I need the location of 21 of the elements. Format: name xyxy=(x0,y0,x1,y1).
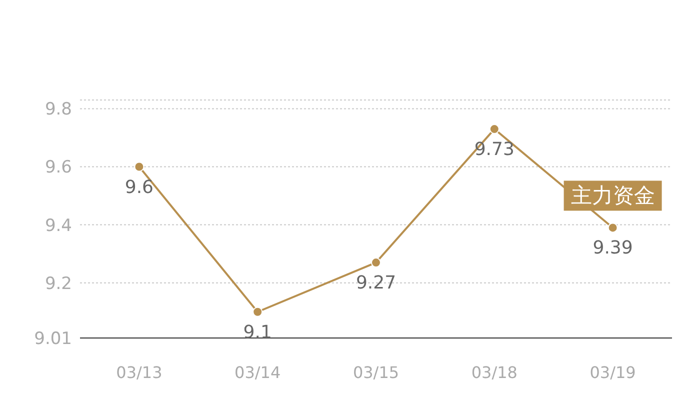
y-tick-label: 9.01 xyxy=(34,328,72,349)
x-tick-label: 03/13 xyxy=(116,363,162,382)
x-tick-label: 03/15 xyxy=(352,363,400,382)
data-label: 9.39 xyxy=(592,238,633,259)
y-tick-label: 9.8 xyxy=(44,100,72,120)
point xyxy=(134,162,144,172)
data-label: 9.27 xyxy=(356,272,396,294)
point xyxy=(608,222,618,233)
x-tick-label: 03/14 xyxy=(234,363,281,382)
annotation: 主力资金 xyxy=(570,184,655,208)
x-tick-label: 03/18 xyxy=(471,363,518,382)
point xyxy=(252,306,263,317)
data-label: 9.1 xyxy=(243,322,272,343)
y-tick-label: 9.2 xyxy=(44,274,72,294)
point xyxy=(489,124,500,134)
y-tick-label: 9.4 xyxy=(44,216,72,236)
y-tick-label: 9.6 xyxy=(44,158,72,178)
data-label: 9.73 xyxy=(474,139,514,160)
point xyxy=(371,258,381,268)
x-tick-label: 03/19 xyxy=(590,363,636,382)
data-label: 9.6 xyxy=(124,176,154,198)
